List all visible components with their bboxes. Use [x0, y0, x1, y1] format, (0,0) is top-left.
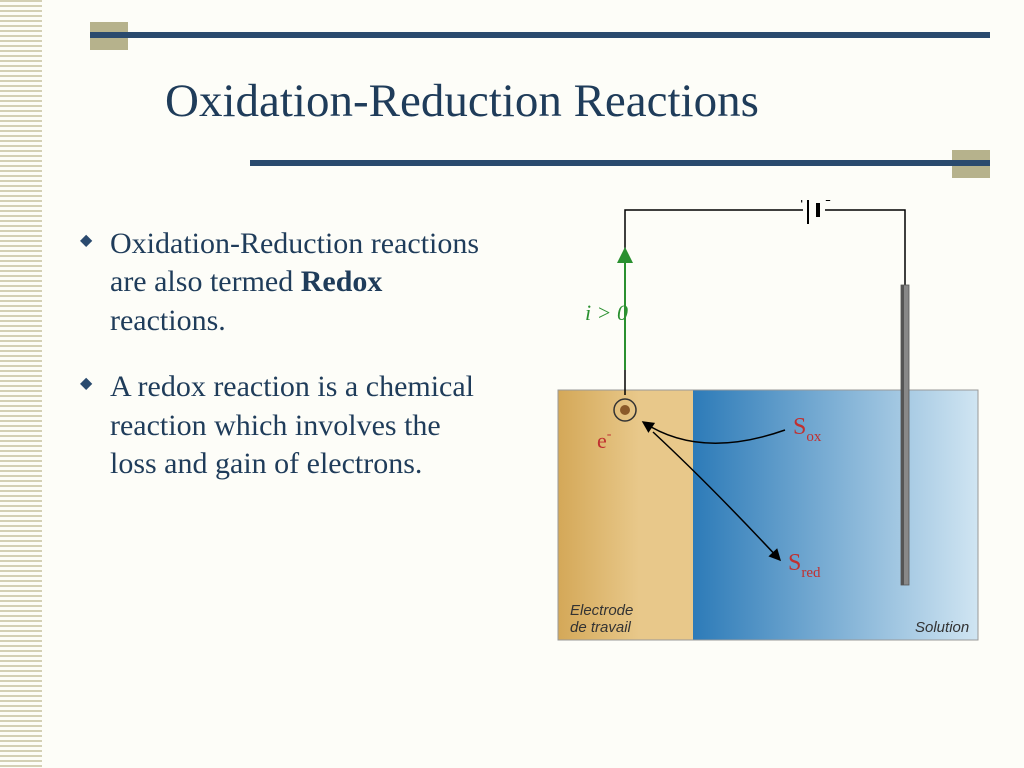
- page-title: Oxidation-Reduction Reactions: [165, 74, 759, 128]
- redox-diagram: + - i > 0 e- Sox Sred Electrode de trava…: [535, 200, 990, 660]
- bullet-text-bold: Redox: [301, 265, 383, 298]
- wire-left: [625, 210, 803, 395]
- terminal-plus: +: [797, 200, 806, 208]
- bullet-text-pre: A redox reaction is a chemical reaction …: [110, 370, 474, 480]
- current-label: i > 0: [585, 300, 628, 325]
- list-item: A redox reaction is a chemical reaction …: [80, 368, 485, 483]
- top-rule: [90, 32, 990, 38]
- counter-electrode-rod-shade: [901, 285, 904, 585]
- solution-caption: Solution: [915, 619, 969, 636]
- decorative-stripes: [0, 0, 42, 768]
- wire-right: [825, 210, 905, 285]
- terminal-minus: -: [825, 200, 831, 209]
- mid-rule: [250, 160, 990, 166]
- electron-dot-inner: [620, 405, 630, 415]
- electrode-caption: Electrode de travail: [570, 602, 638, 636]
- bullet-text-pre: Oxidation-Reduction reactions are also t…: [110, 227, 479, 298]
- list-item: Oxidation-Reduction reactions are also t…: [80, 225, 485, 340]
- solution-region: [693, 390, 978, 640]
- bullet-text-post: reactions.: [110, 304, 226, 337]
- bullet-list: Oxidation-Reduction reactions are also t…: [80, 225, 485, 511]
